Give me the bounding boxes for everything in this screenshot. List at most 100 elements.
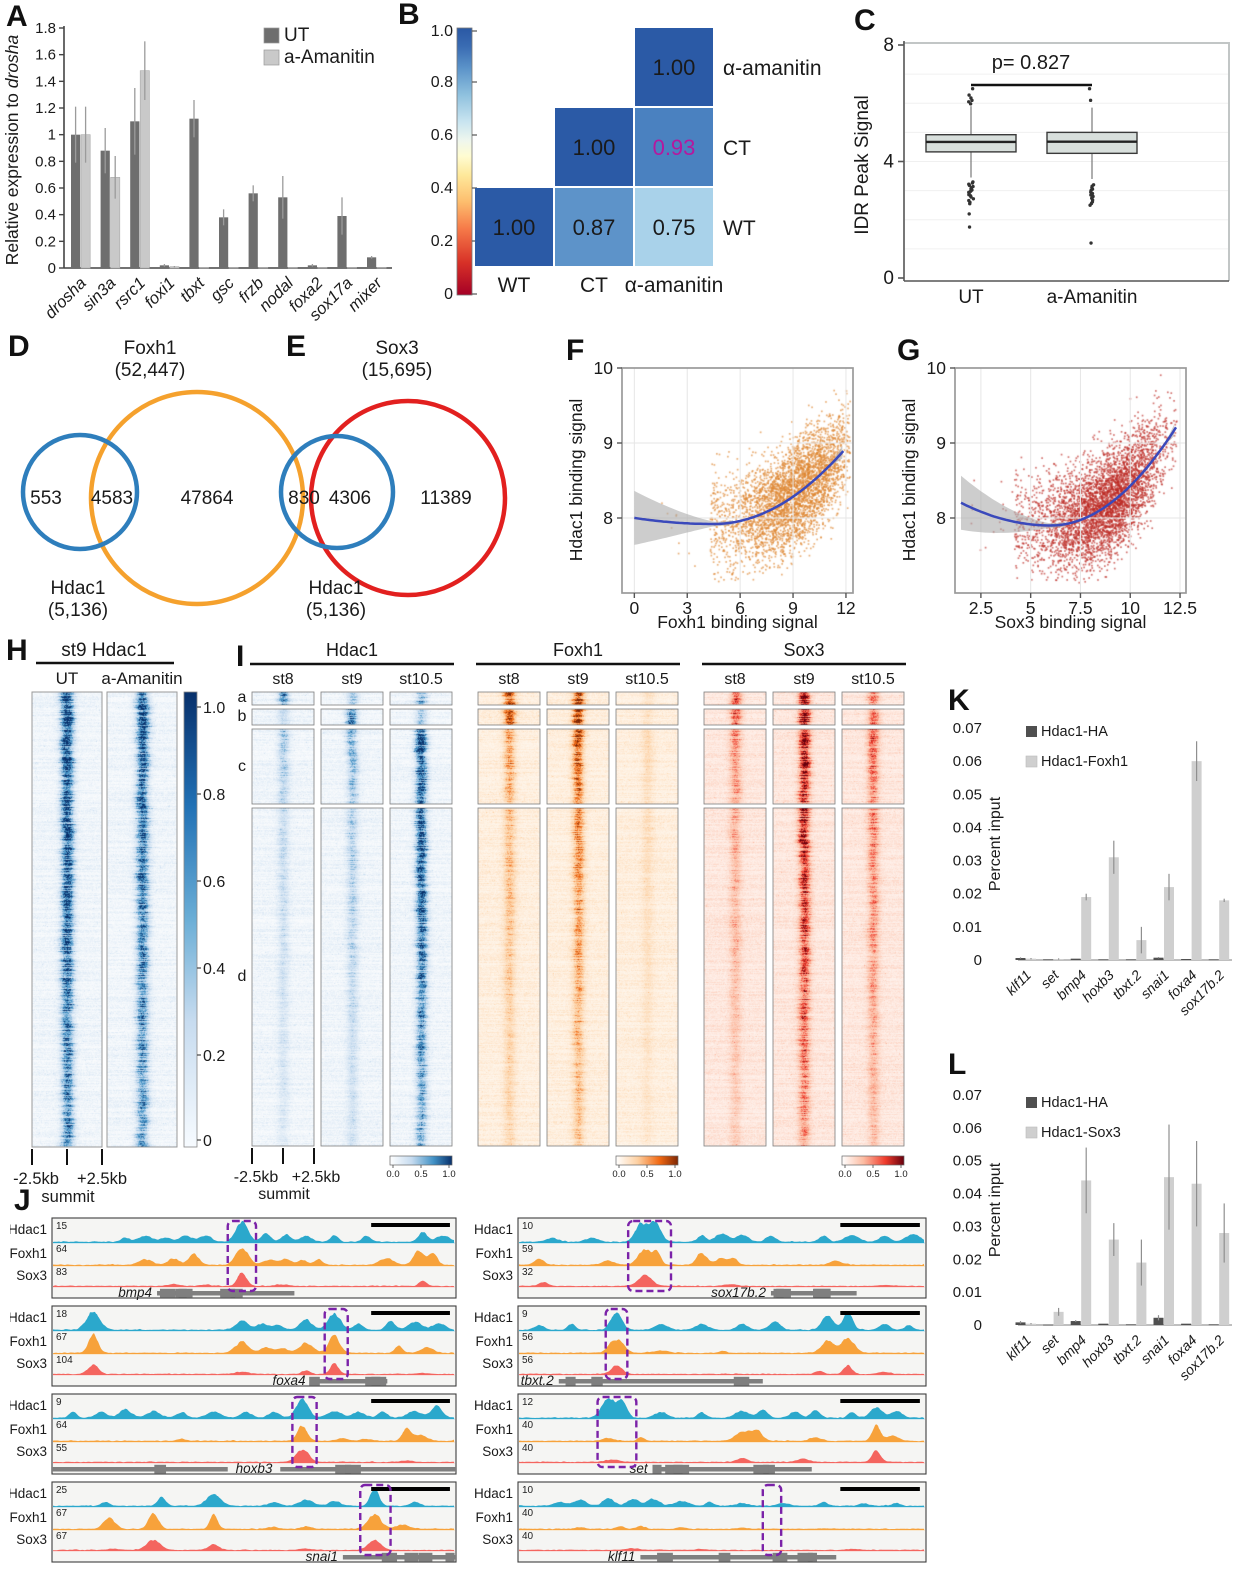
j-track-max: 32 bbox=[522, 1267, 534, 1278]
panel-j-col0: Hdac1 15 Foxh1 64 Sox3 83 bmp4 Hdac1 18 Foxh1 67 So… bbox=[10, 1217, 457, 1564]
j-track-name: Sox3 bbox=[482, 1532, 513, 1547]
c-box bbox=[925, 134, 1017, 153]
j-highlight-box bbox=[761, 1483, 783, 1557]
b-col-label: α-amanitin bbox=[625, 274, 724, 297]
svg-text:0: 0 bbox=[883, 268, 894, 289]
i-heatmap-Sox3-st9-a bbox=[773, 692, 835, 705]
gene-exon bbox=[404, 1552, 419, 1562]
svg-text:5: 5 bbox=[1026, 598, 1036, 618]
gene-body bbox=[342, 1555, 456, 1560]
gene-exon bbox=[220, 1288, 236, 1298]
i-group-title: Sox3 bbox=[783, 640, 824, 660]
i-heatmap-Foxh1-st10.5-a bbox=[616, 692, 678, 705]
legend-swatch bbox=[1026, 1097, 1037, 1108]
panel-B: 1.0 0.8 0.6 0.4 0.2 0 1.00 1.00 0.93 1.00 0.87 0.75… bbox=[395, 0, 850, 308]
svg-text:0.2: 0.2 bbox=[203, 1048, 225, 1065]
x-axis-title: Foxh1 binding signal bbox=[657, 612, 818, 632]
j-track-name: Hdac1 bbox=[474, 1310, 513, 1325]
i-heatmap-Hdac1-st8-b bbox=[252, 709, 314, 725]
j-track-max: 9 bbox=[56, 1397, 62, 1408]
i-heatmap-Sox3-st8-d bbox=[704, 808, 766, 1146]
j-track-panel bbox=[51, 1217, 457, 1299]
svg-text:0: 0 bbox=[203, 1133, 212, 1150]
qpcr-bar bbox=[1153, 1317, 1164, 1325]
svg-text:0.5: 0.5 bbox=[866, 1169, 879, 1180]
svg-text:12: 12 bbox=[836, 598, 855, 618]
j-highlight-box bbox=[323, 1307, 349, 1381]
svg-text:2.5: 2.5 bbox=[969, 598, 993, 618]
h-col-label: UT bbox=[56, 669, 79, 688]
i-heatmap-Sox3-st8-c bbox=[704, 729, 766, 804]
svg-text:9: 9 bbox=[936, 433, 946, 453]
i-stage-label: st10.5 bbox=[851, 671, 895, 688]
gene-exon bbox=[797, 1552, 813, 1562]
qpcr-bar bbox=[1125, 959, 1136, 961]
qpcr-x-label: tbxt.2 bbox=[1109, 1332, 1145, 1368]
panel-label-g: G bbox=[897, 334, 921, 367]
svg-text:8: 8 bbox=[883, 35, 894, 56]
signal-track bbox=[519, 1548, 924, 1551]
a-x-label: gsc bbox=[207, 274, 238, 305]
venn-circle-Sox3 bbox=[308, 398, 508, 598]
j-track-max: 104 bbox=[56, 1355, 73, 1366]
i-heatmap-Sox3-st10.5-a bbox=[842, 692, 904, 705]
c-x-label: a-Amanitin bbox=[1047, 287, 1138, 308]
signal-track bbox=[53, 1539, 454, 1551]
b-cell-value: 0.75 bbox=[653, 215, 696, 240]
c-y-axis-title: IDR Peak Signal bbox=[852, 95, 873, 234]
qpcr-bar bbox=[1191, 1183, 1202, 1325]
signal-track bbox=[519, 1337, 924, 1354]
gene-exon bbox=[763, 1464, 775, 1474]
i-heatmap-Foxh1-st8-a bbox=[478, 692, 540, 705]
signal-track bbox=[519, 1364, 924, 1375]
ci-band bbox=[634, 490, 734, 545]
y-axis-title: Hdac1 binding signal bbox=[566, 399, 586, 561]
b-cell bbox=[635, 28, 713, 106]
i-heatmap-Hdac1-st9-a bbox=[321, 692, 383, 705]
qpcr-x-label: klf11 bbox=[1003, 1332, 1034, 1363]
gene-body bbox=[310, 1379, 388, 1384]
b-cell bbox=[475, 188, 553, 266]
svg-text:0.6: 0.6 bbox=[431, 127, 453, 144]
legend-label: Hdac1-HA bbox=[1041, 1095, 1108, 1111]
j-track-name: Hdac1 bbox=[474, 1222, 513, 1237]
panel-j-col1: Hdac1 10 Foxh1 59 Sox3 32 sox17b.2 Hdac1 9 Foxh1 5… bbox=[474, 1217, 927, 1564]
j-track-name: Hdac1 bbox=[474, 1398, 513, 1413]
i-heatmap-Foxh1-st10.5-b bbox=[616, 709, 678, 725]
svg-text:0: 0 bbox=[974, 952, 982, 969]
panel-C: 8 4 0 UT a-Amanitin p= 0.827 IDR Peak Signal bbox=[848, 5, 1234, 313]
panel-I: Hdac1 st8 st9 st10.5 Foxh1 st8 st9 st10.5 Sox3 st… bbox=[230, 632, 930, 1217]
i-heatmap-Hdac1-st10.5-c bbox=[390, 729, 452, 804]
svg-text:0: 0 bbox=[629, 598, 639, 618]
j-track-max: 56 bbox=[522, 1355, 534, 1366]
b-row-label: α-amanitin bbox=[723, 57, 822, 80]
i-heatmap-Sox3-st8-a bbox=[704, 692, 766, 705]
venn-top-name: Foxh1 bbox=[124, 338, 177, 359]
j-track-name: Foxh1 bbox=[475, 1334, 513, 1349]
svg-text:0.01: 0.01 bbox=[953, 919, 982, 936]
i-heatmap-Foxh1-st8-d bbox=[478, 808, 540, 1146]
i-heatmap-Foxh1-st10.5-c bbox=[616, 729, 678, 804]
a-bar bbox=[71, 134, 81, 268]
svg-text:0.6: 0.6 bbox=[35, 180, 56, 197]
i-band-label: c bbox=[238, 758, 246, 775]
gene-exon bbox=[733, 1376, 750, 1386]
panel-J1: Hdac1 10 Foxh1 59 Sox3 32 sox17b.2 Hdac1 9 Foxh1 5… bbox=[474, 1185, 934, 1573]
svg-text:0.02: 0.02 bbox=[953, 1251, 982, 1268]
b-colorbar bbox=[456, 27, 473, 296]
gene-exon bbox=[381, 1552, 398, 1562]
i-summit-label: summit bbox=[258, 1186, 310, 1203]
gene-exon bbox=[159, 1288, 176, 1298]
svg-text:1: 1 bbox=[48, 127, 56, 144]
i-heatmap-Foxh1-st9-b bbox=[547, 709, 609, 725]
gene-exon bbox=[753, 1464, 769, 1474]
gene-label: tbxt.2 bbox=[521, 1373, 555, 1388]
a-legend-label: a-Amanitin bbox=[284, 47, 375, 68]
i-heatmap-Hdac1-st9-d bbox=[321, 808, 383, 1146]
y-axis-title: Percent input bbox=[987, 796, 1004, 891]
qpcr-x-label: snai1 bbox=[1137, 1332, 1172, 1367]
panel-label-k: K bbox=[948, 684, 970, 717]
i-heatmap-Hdac1-st10.5-d bbox=[390, 808, 452, 1146]
panel-f-axes: 0 3 6 9 12 8 9 10 Foxh1 binding signal Hdac1 bind… bbox=[566, 358, 856, 632]
